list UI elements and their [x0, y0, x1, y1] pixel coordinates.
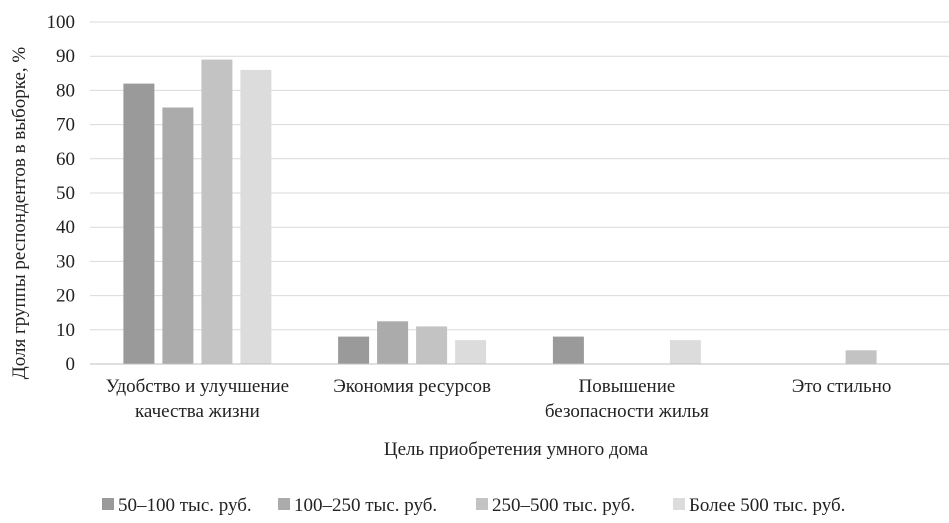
bar [377, 321, 409, 365]
x-category-label: безопасности жилья [545, 401, 709, 422]
bar [338, 336, 370, 364]
bar [416, 326, 448, 364]
x-axis-title: Цель приобретения умного дома [384, 439, 649, 460]
x-category-label: Удобство и улучшение [106, 376, 289, 397]
x-category-label: качества жизни [135, 401, 260, 422]
y-axis-title: Доля группы респондентов в выборке, % [9, 47, 30, 380]
gridlines [90, 21, 949, 331]
legend-label: 100–250 тыс. руб. [294, 495, 437, 516]
legend-label: 50–100 тыс. руб. [118, 495, 252, 516]
legend-swatch [102, 498, 114, 510]
y-tick-label: 40 [56, 217, 75, 238]
y-tick-label: 20 [56, 286, 75, 307]
x-category-label: Экономия ресурсов [333, 376, 491, 397]
y-tick-label: 70 [56, 115, 75, 136]
bar [669, 340, 701, 364]
legend-label: 250–500 тыс. руб. [492, 495, 635, 516]
x-category-label: Это стильно [792, 376, 892, 397]
y-tick-label: 50 [56, 183, 75, 204]
legend-swatch [476, 498, 488, 510]
bars [123, 59, 877, 365]
legend-swatch [278, 498, 290, 510]
legend: 50–100 тыс. руб. 100–250 тыс. руб. 250–500… [102, 495, 845, 516]
y-tick-label: 0 [66, 354, 76, 375]
y-axis-ticks: 0 10 20 30 40 50 60 70 80 90 100 [47, 12, 76, 375]
y-tick-label: 10 [56, 320, 75, 341]
y-tick-label: 100 [47, 12, 76, 33]
y-tick-label: 30 [56, 251, 75, 272]
x-category-label: Повышение [579, 376, 676, 397]
bar [240, 69, 272, 365]
bar [845, 350, 877, 364]
legend-label: Более 500 тыс. руб. [689, 495, 845, 516]
bar [162, 107, 194, 364]
bar [201, 59, 233, 364]
y-tick-label: 60 [56, 149, 75, 170]
legend-swatch [673, 498, 685, 510]
x-axis-category-labels: Удобство и улучшение качества жизни Эконом… [106, 376, 892, 422]
bar [552, 336, 584, 364]
bar [455, 340, 487, 364]
bar [123, 83, 155, 364]
y-tick-label: 90 [56, 46, 75, 67]
y-tick-label: 80 [56, 80, 75, 101]
